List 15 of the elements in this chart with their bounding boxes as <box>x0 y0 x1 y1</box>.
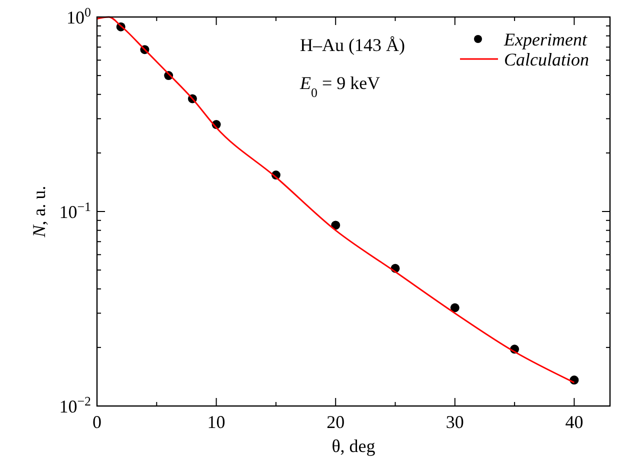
y-tick-label: 10$^{−1}$ <box>59 198 91 222</box>
y-tick-label: 10$^{−2}$ <box>59 392 91 416</box>
y-tick-label: 10$^{0}$ <box>66 4 91 28</box>
annotation: H–Au (143 Å) <box>300 35 405 55</box>
x-tick-label: 20 <box>326 412 345 432</box>
point <box>450 303 460 312</box>
x-tick-label: 0 <box>92 412 102 432</box>
y-axis-title: N, a. u. <box>29 186 49 238</box>
legend-label: Calculation <box>504 49 589 70</box>
x-tick-label: 40 <box>565 412 584 432</box>
x-axis-title: θ, deg <box>332 436 376 456</box>
annotation: E$_{0}$ = 9 keV <box>299 73 380 100</box>
x-tick-label: 10 <box>207 412 226 432</box>
x-tick-label: 30 <box>446 412 464 432</box>
legend-label: Experiment <box>503 29 588 50</box>
